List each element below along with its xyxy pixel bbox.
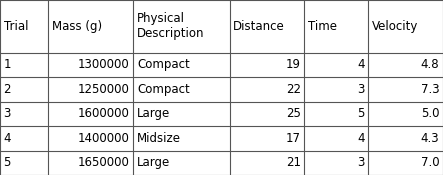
Text: 1600000: 1600000 xyxy=(78,107,130,120)
Text: Trial: Trial xyxy=(4,20,28,33)
Text: 1650000: 1650000 xyxy=(78,156,130,169)
Text: 7.3: 7.3 xyxy=(421,83,439,96)
Text: 1250000: 1250000 xyxy=(78,83,130,96)
Text: Compact: Compact xyxy=(137,58,190,71)
Text: Velocity: Velocity xyxy=(372,20,418,33)
Text: Mass (g): Mass (g) xyxy=(51,20,102,33)
Text: 25: 25 xyxy=(286,107,301,120)
Text: 3: 3 xyxy=(358,156,365,169)
Text: 1: 1 xyxy=(4,58,11,71)
Text: 4: 4 xyxy=(4,132,11,145)
Text: 4: 4 xyxy=(357,58,365,71)
Text: 1300000: 1300000 xyxy=(78,58,130,71)
Text: 4: 4 xyxy=(357,132,365,145)
Text: 2: 2 xyxy=(4,83,11,96)
Text: Time: Time xyxy=(308,20,337,33)
Text: 5.0: 5.0 xyxy=(421,107,439,120)
Text: 1400000: 1400000 xyxy=(78,132,130,145)
Text: 21: 21 xyxy=(286,156,301,169)
Text: Large: Large xyxy=(137,156,170,169)
Text: 7.0: 7.0 xyxy=(421,156,439,169)
Text: Distance: Distance xyxy=(233,20,285,33)
Text: 5: 5 xyxy=(358,107,365,120)
Text: 4.3: 4.3 xyxy=(421,132,439,145)
Text: 3: 3 xyxy=(4,107,11,120)
Text: Compact: Compact xyxy=(137,83,190,96)
Text: Midsize: Midsize xyxy=(137,132,181,145)
Text: 19: 19 xyxy=(286,58,301,71)
Text: 5: 5 xyxy=(4,156,11,169)
Text: 17: 17 xyxy=(286,132,301,145)
Text: 3: 3 xyxy=(358,83,365,96)
Text: 4.8: 4.8 xyxy=(421,58,439,71)
Text: Physical
Description: Physical Description xyxy=(137,12,205,40)
Text: 22: 22 xyxy=(286,83,301,96)
Text: Large: Large xyxy=(137,107,170,120)
